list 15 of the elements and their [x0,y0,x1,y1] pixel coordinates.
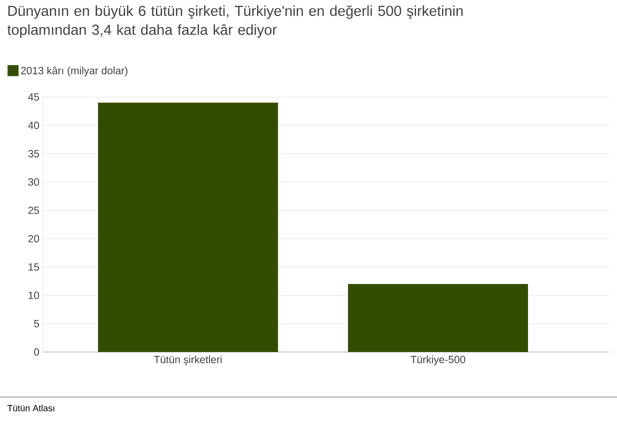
y-tick-label: 15 [28,263,40,271]
x-tick-label: Türkiye-500 [410,356,466,366]
y-tick-label: 5 [34,320,40,328]
text: Tütün Atlası [7,404,54,412]
y-tick-label: 45 [28,93,40,101]
legend-label: 2013 kârı (milyar dolar) [21,66,128,76]
y-tick-label: 20 [28,234,40,242]
chart-title: Dünyanın en büyük 6 tütün şirketi, Türkiye'nin en değerli 500 şirketinin toplamından 3,4 kat daha fazla kâr ediyor [7,5,463,38]
y-tick-label: 40 [28,122,40,130]
x-tick-label: Tütün şirketleri [154,356,222,366]
y-tick-label: 10 [28,292,40,300]
y-tick-label: 35 [28,150,40,158]
y-tick-label: 30 [28,178,40,186]
y-tick-label: 25 [28,206,40,214]
y-tick-label: 0 [34,348,40,356]
